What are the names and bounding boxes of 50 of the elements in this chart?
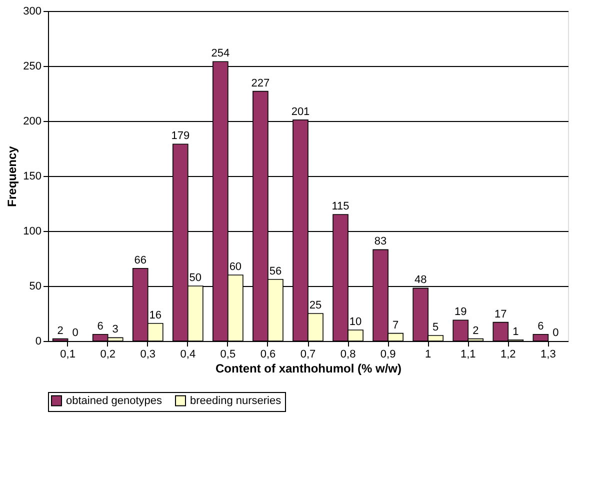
y-tick-label: 0 [35,336,42,348]
data-label: 17 [494,308,507,320]
data-label: 179 [171,130,190,142]
data-label: 254 [211,48,230,60]
x-tick-label: 0,4 [180,348,196,360]
x-tick-label: 1,1 [460,348,476,360]
y-tick-label: 150 [23,170,42,182]
data-label: 25 [309,300,322,312]
data-label: 60 [229,261,242,273]
data-label: 6 [538,320,544,332]
data-label: 0 [72,327,78,339]
x-tick-label: 0,1 [60,348,76,360]
y-axis-title: Frequency [5,146,20,207]
data-label: 19 [454,306,467,318]
x-tick-label: 0,8 [340,348,356,360]
x-tick-label: 0,3 [140,348,156,360]
data-label: 7 [392,319,399,332]
legend-label: obtained genotypes [66,394,163,407]
y-tick-label: 100 [23,226,42,238]
data-label: 66 [134,254,146,266]
x-tick-label: 0,2 [100,348,116,360]
data-label: 227 [251,77,270,90]
legend-label: breeding nurseries [190,394,282,407]
data-label: 50 [189,272,202,284]
data-label: 6 [97,320,104,332]
data-label: 1 [512,326,519,338]
x-tick-label: 1,2 [500,348,516,360]
x-tick-label: 1 [425,348,432,360]
data-label: 10 [349,316,362,328]
data-label: 0 [552,327,559,339]
x-tick-label: 0,5 [220,348,236,360]
data-label: 16 [149,309,162,322]
y-tick-label: 200 [23,116,42,128]
data-label: 115 [332,200,350,212]
y-tick-label: 300 [23,6,42,18]
y-tick-label: 50 [29,280,42,292]
data-label: 3 [112,324,118,336]
x-tick-label: 1,3 [540,348,556,360]
x-axis-title: Content of xanthohumol (% w/w) [216,362,402,376]
data-label: 2 [57,324,64,337]
x-tick-label: 0,9 [380,348,396,360]
data-label: 83 [374,236,387,248]
data-label: 2 [472,324,479,337]
data-label: 48 [414,274,427,286]
data-label: 201 [291,106,310,118]
data-label: 56 [269,265,282,278]
data-label: 5 [432,322,439,334]
y-tick-label: 250 [23,60,42,72]
x-tick-label: 0,7 [300,348,316,360]
x-tick-label: 0,6 [260,348,276,360]
